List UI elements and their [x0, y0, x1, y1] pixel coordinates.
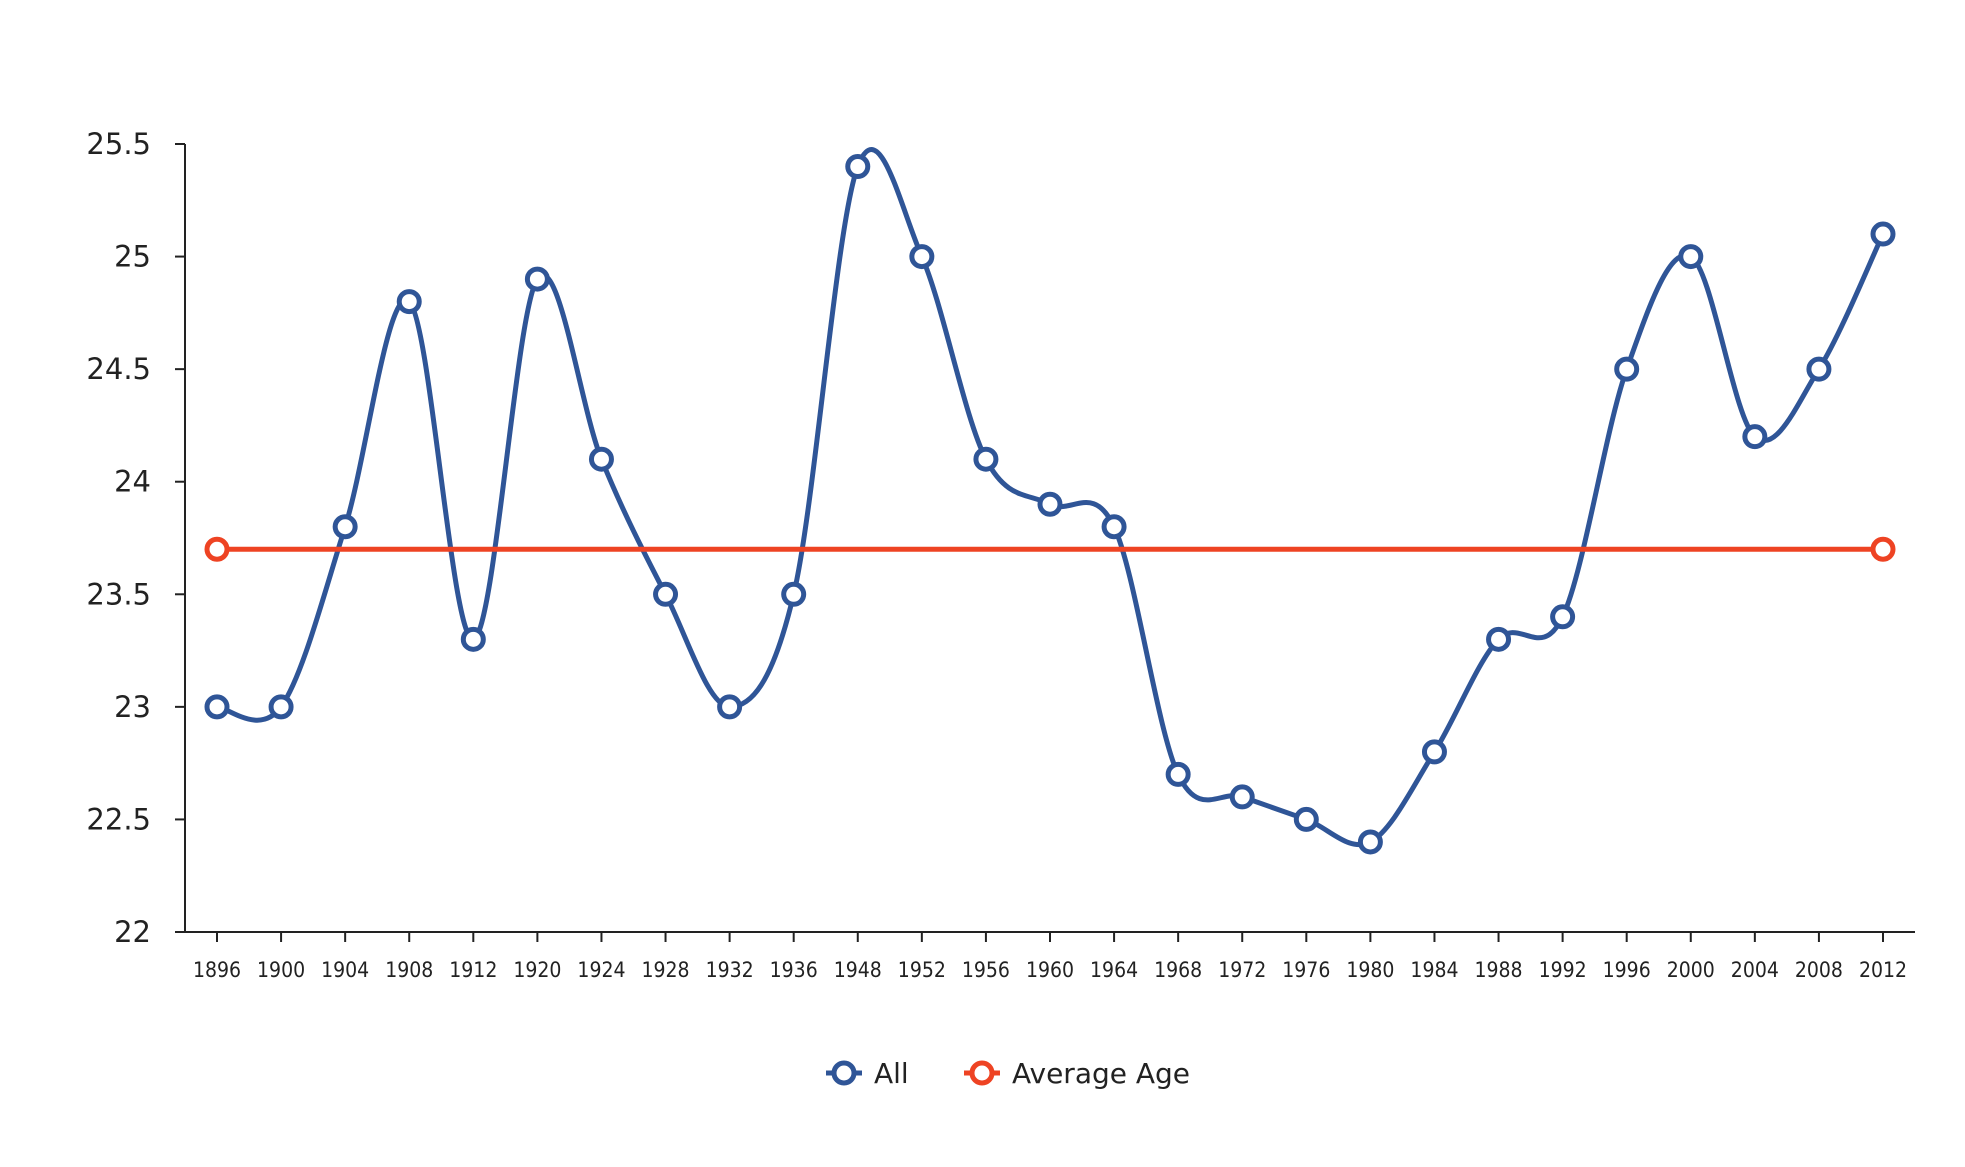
x-tick-label: 1896	[193, 958, 241, 982]
data-point-all	[524, 266, 550, 292]
y-tick-label: 22.5	[86, 802, 151, 836]
data-point-all	[653, 581, 679, 607]
axes	[184, 144, 1915, 933]
data-point-all	[973, 446, 999, 472]
data-point-all	[1550, 604, 1576, 630]
data-point-all	[1806, 356, 1832, 382]
x-tick-label: 1948	[834, 958, 882, 982]
x-tick-label: 1996	[1603, 958, 1651, 982]
y-tick-label: 23	[114, 690, 151, 724]
x-tick-label: 1984	[1410, 958, 1458, 982]
series-group	[204, 147, 1896, 855]
x-tick-label: 1900	[257, 958, 305, 982]
legend-label: Average Age	[1012, 1057, 1190, 1090]
legend-item-all: All	[826, 1057, 909, 1090]
data-point-all	[1101, 514, 1127, 540]
legend: All Average Age	[826, 1057, 1190, 1090]
y-axis-ticks: 22 22.5 23 23.5 24 24.5 25 25.5	[86, 127, 185, 949]
x-tick-label: 1972	[1218, 958, 1266, 982]
y-tick-label: 25.5	[86, 127, 151, 161]
data-point-average-age	[204, 536, 230, 562]
x-tick-label: 1912	[449, 958, 497, 982]
x-tick-label: 1992	[1539, 958, 1587, 982]
x-tick-label: 1924	[577, 958, 625, 982]
x-tick-label: 2000	[1667, 958, 1715, 982]
data-point-all	[460, 626, 486, 652]
data-point-average-age	[1870, 536, 1896, 562]
data-point-all	[845, 154, 871, 180]
x-tick-label: 1904	[321, 958, 369, 982]
x-tick-label: 1952	[898, 958, 946, 982]
data-point-all	[268, 694, 294, 720]
data-point-all	[1870, 221, 1896, 247]
series-average-age	[204, 536, 1896, 562]
y-tick-label: 24.5	[86, 352, 151, 386]
data-point-all	[781, 581, 807, 607]
data-point-all	[1742, 424, 1768, 450]
x-tick-label: 1980	[1346, 958, 1394, 982]
y-tick-label: 22	[114, 915, 151, 949]
x-tick-label: 1960	[1026, 958, 1074, 982]
data-point-all	[1229, 784, 1255, 810]
y-tick-label: 24	[114, 465, 151, 499]
x-tick-label: 1932	[706, 958, 754, 982]
legend-swatch-marker	[969, 1060, 995, 1086]
data-point-all	[332, 514, 358, 540]
x-tick-label: 1908	[385, 958, 433, 982]
x-tick-label: 1988	[1474, 958, 1522, 982]
x-tick-label: 1976	[1282, 958, 1330, 982]
data-point-all	[1293, 806, 1319, 832]
x-axis-ticks: 1896 1900 1904 1908 1912 1920 1924 1928 1932 1936…	[193, 932, 1907, 982]
x-tick-label: 2008	[1795, 958, 1843, 982]
series-all	[204, 147, 1896, 855]
data-point-all	[1678, 244, 1704, 270]
y-tick-label: 23.5	[86, 577, 151, 611]
x-tick-label: 2012	[1859, 958, 1907, 982]
legend-label: All	[874, 1057, 909, 1090]
legend-item-average-age: Average Age	[964, 1057, 1190, 1090]
data-point-all	[1421, 739, 1447, 765]
data-point-all	[1165, 761, 1191, 787]
data-point-all	[1614, 356, 1640, 382]
x-tick-label: 1936	[770, 958, 818, 982]
y-tick-label: 25	[114, 240, 151, 274]
data-point-all	[717, 694, 743, 720]
x-tick-label: 1968	[1154, 958, 1202, 982]
x-tick-label: 1964	[1090, 958, 1138, 982]
x-tick-label: 1920	[513, 958, 561, 982]
x-tick-label: 1956	[962, 958, 1010, 982]
x-tick-label: 2004	[1731, 958, 1779, 982]
x-tick-label: 1928	[641, 958, 689, 982]
data-point-all	[588, 446, 614, 472]
data-point-all	[1357, 829, 1383, 855]
data-point-all	[1486, 626, 1512, 652]
legend-swatch-marker	[831, 1060, 857, 1086]
data-point-all	[909, 244, 935, 270]
data-point-all	[204, 694, 230, 720]
data-point-all	[396, 289, 422, 315]
data-point-all	[1037, 491, 1063, 517]
